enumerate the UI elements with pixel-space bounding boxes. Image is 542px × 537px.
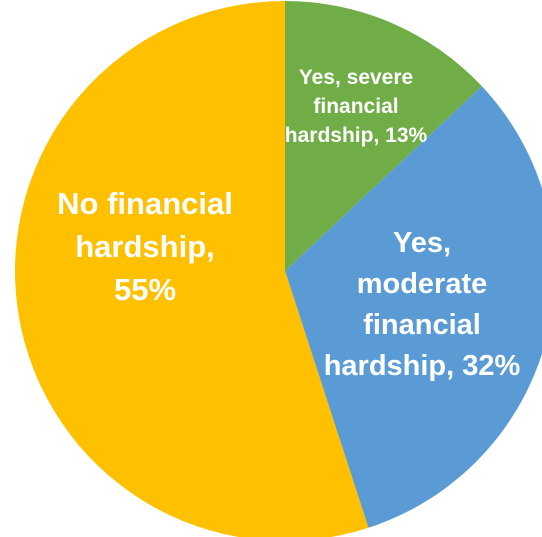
pie-slice-0 (285, 1, 482, 271)
data-label-line: Yes, severe (299, 66, 413, 89)
data-label-0: Yes, severe financial hardship, 13% (285, 66, 428, 147)
pie-slice-1 (285, 86, 542, 528)
data-label-line: hardship, 32% (324, 350, 521, 382)
data-label-line: hardship, (75, 229, 215, 264)
pie-slice-2 (15, 1, 369, 537)
data-label-line: No financial (57, 186, 233, 221)
data-label-line: financial (363, 309, 481, 341)
data-label-line: Yes, (393, 227, 451, 259)
pie-data-labels: Yes, severe financial hardship, 13% Yes, mod… (57, 66, 520, 382)
data-label-line: moderate (357, 268, 488, 300)
data-label-1: Yes, moderate financial hardship, 32% (324, 227, 521, 382)
data-label-2: No financial hardship, 55% (57, 186, 233, 307)
data-label-line: 55% (114, 272, 176, 307)
data-label-line: hardship, 13% (285, 124, 428, 147)
pie-slices (15, 1, 542, 537)
data-label-line: financial (313, 95, 398, 118)
